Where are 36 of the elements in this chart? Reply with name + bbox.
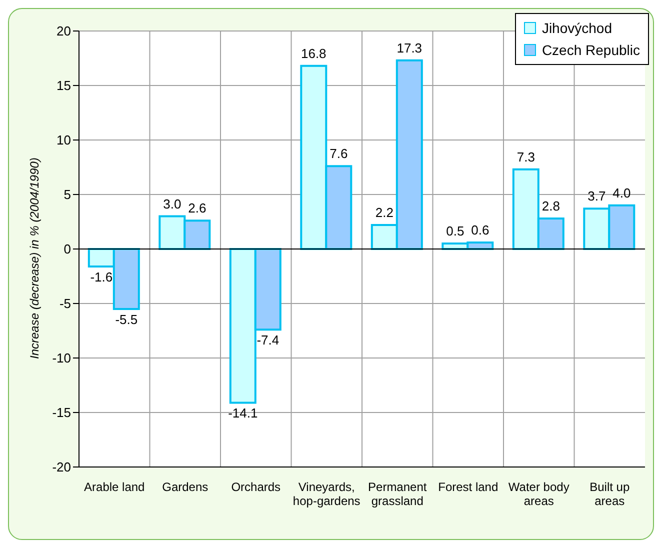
data-label: 16.8 (301, 46, 326, 61)
data-label: -14.1 (228, 406, 258, 421)
x-tick-label: Arable land (84, 480, 145, 494)
data-label: 7.3 (516, 149, 535, 164)
y-tick-label: -20 (52, 460, 71, 475)
y-tick-label: 10 (56, 132, 71, 148)
y-tick-label: 20 (56, 24, 71, 39)
x-tick-label: Permanent grassland (368, 480, 428, 508)
data-label: -1.6 (90, 269, 113, 284)
legend-label: Jihovýchod (542, 19, 612, 38)
data-label: 17.3 (396, 40, 422, 56)
x-tick-label: Gardens (162, 480, 208, 494)
y-tick-label: 15 (56, 78, 71, 94)
y-tick-label: -5 (59, 296, 71, 312)
data-label: -5.5 (115, 312, 138, 327)
y-tick-label: 5 (64, 187, 71, 202)
x-tick-label: Forest land (438, 480, 498, 494)
data-label: 4.0 (612, 185, 631, 200)
x-tick-label: Water body areas (508, 480, 570, 508)
data-label: 3.7 (588, 188, 606, 204)
data-label: 2.2 (375, 205, 394, 220)
x-tick-label: Built up areas (590, 480, 630, 508)
data-label: 0.6 (471, 222, 490, 238)
data-label: -7.4 (256, 332, 280, 348)
x-tick-label: Orchards (231, 480, 281, 494)
legend-label: Czech Republic (542, 41, 640, 60)
y-tick-label: -10 (52, 350, 71, 366)
data-label: 2.6 (188, 200, 206, 216)
y-tick-label: -15 (52, 405, 71, 420)
data-label: 0.5 (446, 224, 464, 239)
data-label: 3.0 (163, 196, 182, 212)
data-label: 2.8 (542, 198, 560, 214)
y-axis-title: Increase (decrease) in % (2004/1990) (27, 158, 42, 359)
data-label: 7.6 (330, 146, 348, 162)
x-tick-label: Vineyards, hop-gardens (292, 480, 360, 508)
y-tick-label: 0 (64, 242, 71, 257)
